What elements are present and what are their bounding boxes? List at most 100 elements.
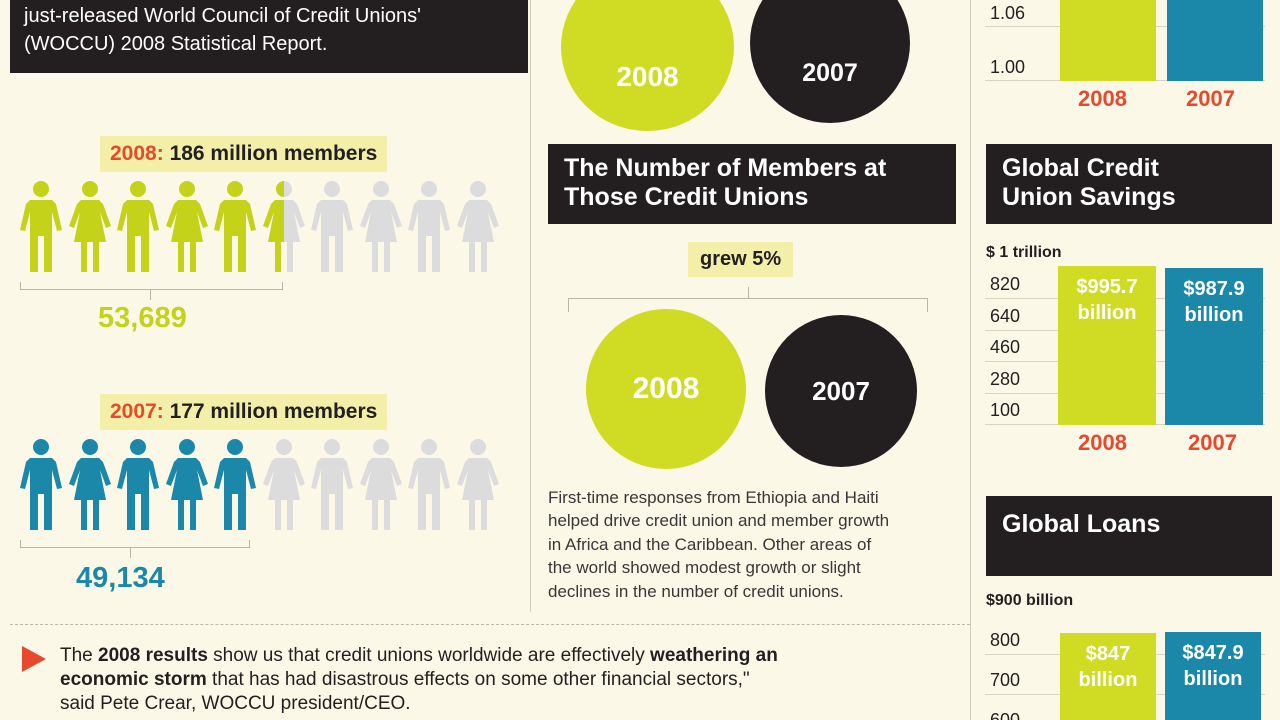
bar-2008: $847 billion (1060, 633, 1156, 720)
members-section-title: The Number of Members at Those Credit Un… (548, 144, 956, 224)
male-person-icon (115, 180, 161, 277)
quote-bold-1: 2008 results (98, 645, 208, 666)
quote-part-2: show us that credit unions worldwide are… (207, 645, 651, 666)
male-person-icon (212, 180, 258, 277)
savings-year-2008: 2008 (1078, 430, 1127, 455)
top-bar-2007 (1167, 0, 1263, 81)
male-person-icon (406, 438, 452, 535)
divider-left (530, 0, 531, 612)
male-person-icon (18, 438, 64, 535)
body-line-5: declines in the number of credit unions. (548, 581, 844, 601)
members-2007-count: 49,134 (76, 562, 165, 594)
intro-line-2: (WOCCU) 2008 Statistical Report. (24, 33, 328, 55)
intro-line-1: just-released World Council of Credit Un… (24, 5, 421, 27)
bar-unit-label: billion (1183, 668, 1243, 690)
male-person-icon (18, 180, 64, 277)
members-body-text: First-time responses from Ethiopia and H… (548, 486, 968, 603)
top-year-2007: 2007 (1186, 86, 1235, 111)
circle-top-2007: 2007 (750, 0, 910, 123)
bracket-2008-tick (150, 290, 151, 300)
loans-title: Global Loans (986, 496, 1272, 576)
top-tick-2: 1.00 (990, 57, 1026, 77)
savings-unit: $ 1 trillion (986, 244, 1062, 261)
growth-bracket-tick (748, 287, 749, 298)
axis-tick-label: 820 (990, 274, 1021, 294)
savings-title-line-2: Union Savings (1002, 183, 1176, 211)
female-person-icon (261, 180, 307, 277)
female-person-icon (67, 438, 113, 535)
bracket-2007 (20, 540, 250, 548)
divider-bottom (10, 624, 970, 625)
bar-value-label: $847.9 (1182, 642, 1244, 664)
bar-value-label: $987.9 (1183, 278, 1245, 300)
circle-members-2008-label: 2008 (632, 372, 700, 405)
body-line-3: in Africa and the Caribbean. Other areas… (548, 534, 872, 554)
intro-box: just-released World Council of Credit Un… (10, 0, 528, 73)
circle-members-2007: 2007 (765, 315, 917, 467)
female-person-icon (358, 438, 404, 535)
male-person-icon (212, 438, 258, 535)
members-2007-text: 177 million members (169, 400, 378, 423)
male-person-icon (309, 180, 355, 277)
members-2008-text: 186 million members (169, 142, 378, 165)
members-2007-year: 2007: (110, 400, 164, 423)
loans-title-text: Global Loans (1002, 510, 1161, 538)
quote-bold-3: economic storm (60, 669, 207, 690)
axis-tick-label: 100 (990, 400, 1021, 420)
top-tick-1: 1.06 (990, 3, 1026, 23)
axis-tick-label: 280 (990, 368, 1021, 389)
bracket-2008 (20, 282, 283, 290)
members-2008-count: 53,689 (98, 302, 187, 334)
bar-unit-label: billion (1078, 669, 1138, 691)
bar-unit-label: billion (1184, 304, 1244, 326)
circle-members-2007-label: 2007 (812, 375, 870, 406)
axis-tick-label: 800 (990, 630, 1021, 650)
quote-part-1: The (60, 645, 99, 666)
top-year-2008: 2008 (1078, 86, 1127, 111)
axis-tick-label: 700 (990, 670, 1021, 690)
loans-unit: $900 billion (986, 592, 1074, 609)
quote-text: The 2008 results show us that credit uni… (60, 644, 940, 716)
female-person-icon (455, 180, 501, 277)
top-bar-2008 (1060, 0, 1156, 81)
quote-line-2: economic storm that has had disastrous e… (60, 668, 940, 692)
body-line-2: helped drive credit union and member gro… (548, 511, 890, 531)
members-2007-label: 2007: 177 million members (100, 394, 388, 430)
female-person-icon (67, 180, 113, 277)
bar-value-label: $995.7 (1076, 276, 1138, 298)
bar-2008: $995.7 billion (1058, 266, 1156, 425)
circle-top-2008: 2008 (561, 0, 734, 131)
savings-title: Global Credit Union Savings (986, 144, 1272, 224)
members-title-line-2: Those Credit Unions (564, 183, 809, 211)
bar-2007: $987.9 billion (1165, 268, 1263, 425)
male-person-icon (309, 438, 355, 535)
female-person-icon (455, 438, 501, 535)
male-person-icon (115, 438, 161, 535)
female-person-icon (164, 180, 210, 277)
members-2008-label: 2008: 186 million members (100, 136, 388, 172)
bar-value-label: $847 (1085, 643, 1131, 665)
savings-title-line-1: Global Credit (1002, 154, 1159, 182)
people-row-2007 (18, 438, 508, 533)
members-2008-year: 2008: (110, 142, 164, 165)
body-line-4: the world showed modest growth or slight (548, 558, 861, 578)
bracket-2007-tick (130, 548, 131, 558)
circle-top-2007-label: 2007 (802, 58, 858, 87)
circle-top-2008-label: 2008 (616, 61, 679, 92)
axis-tick-label: 640 (990, 305, 1021, 326)
bar-2007: $847.9 billion (1165, 632, 1261, 720)
quote-line-1: The 2008 results show us that credit uni… (60, 644, 940, 668)
divider-right (970, 0, 971, 720)
female-person-icon (164, 438, 210, 535)
female-person-icon (358, 180, 404, 277)
quote-arrow-icon (22, 646, 46, 672)
savings-year-2007: 2007 (1188, 430, 1237, 455)
circle-members-2008: 2008 (586, 309, 746, 469)
body-line-1: First-time responses from Ethiopia and H… (548, 488, 879, 507)
growth-label: grew 5% (688, 242, 794, 277)
male-person-icon (406, 180, 452, 277)
axis-tick-label: 460 (990, 337, 1021, 357)
female-person-icon (261, 438, 307, 535)
bar-unit-label: billion (1077, 302, 1137, 324)
quote-attribution: said Pete Crear, WOCCU president/CEO. (60, 693, 411, 714)
